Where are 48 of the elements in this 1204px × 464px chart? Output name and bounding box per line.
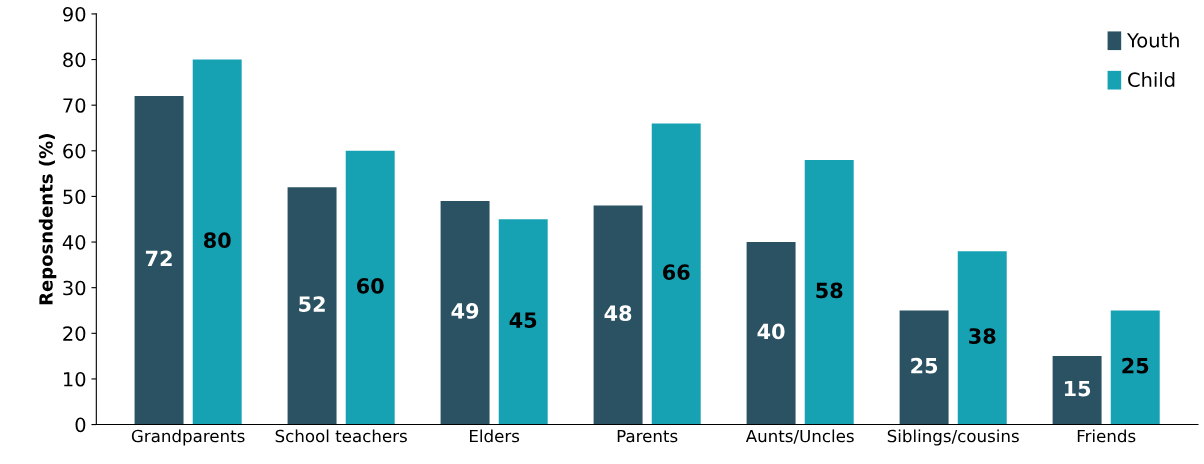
bar [345, 150, 395, 425]
bar [899, 310, 949, 425]
data-label: 40 [757, 323, 785, 340]
data-label: 25 [1122, 357, 1149, 374]
y-tick-label: 90 [63, 6, 86, 22]
y-tick-label: 50 [63, 189, 86, 205]
bar [134, 96, 184, 425]
bar [651, 123, 701, 425]
data-label: 66 [663, 264, 690, 281]
bar [746, 242, 796, 425]
data-label: 25 [911, 357, 938, 374]
bar [498, 219, 548, 425]
bar [957, 251, 1007, 425]
x-tick-label: Aunts/Uncles [745, 429, 854, 444]
y-tick-label: 60 [63, 143, 86, 159]
data-label: 49 [451, 303, 479, 319]
bar [287, 187, 337, 425]
y-tick-label: 20 [63, 326, 86, 341]
legend-label: Youth [1126, 32, 1179, 48]
data-label: 15 [1064, 380, 1091, 397]
legend-label: Child [1128, 72, 1175, 88]
bar [1110, 310, 1160, 425]
x-tick-label: Siblings/cousins [887, 429, 1019, 446]
x-tick-label: Friends [1077, 429, 1136, 443]
data-label: 38 [969, 328, 996, 344]
y-tick-label: 0 [75, 417, 86, 433]
bar [593, 205, 643, 425]
data-label: 80 [203, 232, 231, 249]
x-tick-label: Grandparents [131, 429, 245, 446]
y-tick-label: 80 [63, 52, 86, 68]
x-tick-label: School teachers [275, 429, 407, 443]
data-label: 60 [357, 277, 384, 294]
y-tick-label: 30 [63, 280, 86, 296]
bar [804, 159, 854, 425]
x-tick-label: Parents [617, 429, 678, 443]
bar [440, 200, 490, 425]
bar [1052, 356, 1102, 425]
y-tick-label: 70 [63, 98, 86, 113]
y-axis-title: Reposndents (%) [38, 134, 57, 305]
data-label: 72 [145, 250, 172, 267]
bar [192, 59, 242, 425]
y-tick-label: 10 [63, 371, 86, 387]
x-tick-label: Elders [470, 429, 520, 443]
data-label: 45 [509, 312, 537, 328]
y-tick-label: 40 [62, 235, 86, 250]
data-label: 48 [604, 305, 632, 322]
data-label: 58 [816, 282, 843, 299]
data-label: 52 [299, 296, 325, 312]
